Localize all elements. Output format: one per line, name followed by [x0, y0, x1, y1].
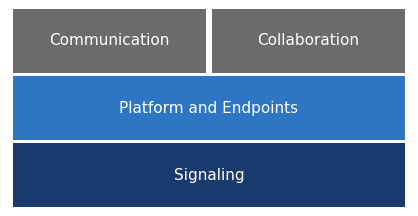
Text: Platform and Endpoints: Platform and Endpoints	[120, 100, 298, 116]
Bar	[212, 9, 405, 73]
Text: Signaling: Signaling	[174, 168, 244, 183]
Bar	[13, 143, 405, 207]
Text: Collaboration: Collaboration	[257, 33, 359, 48]
Bar	[13, 76, 405, 140]
Text: Communication: Communication	[49, 33, 170, 48]
Bar	[13, 9, 206, 73]
